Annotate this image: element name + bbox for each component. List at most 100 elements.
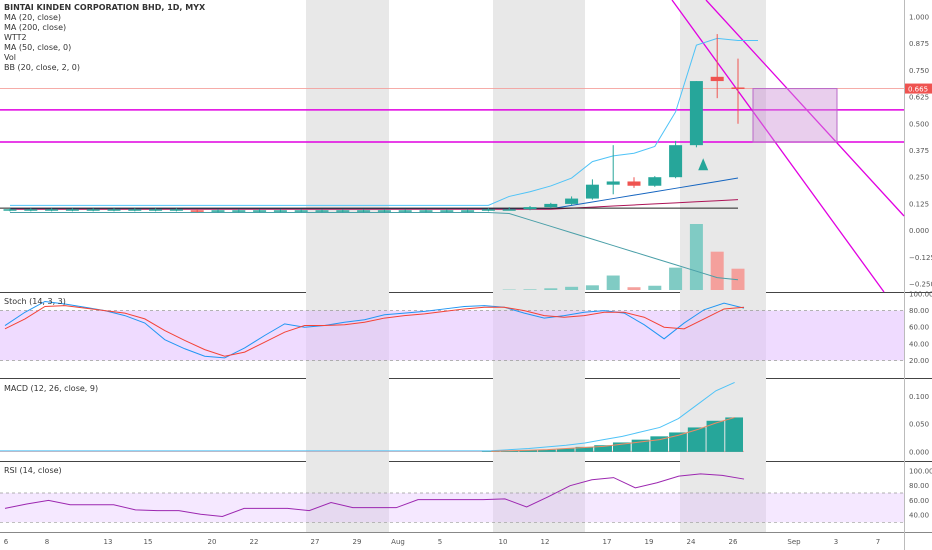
candle-body [544, 203, 558, 208]
macd-tick-label: 0.100 [909, 393, 929, 401]
macd-tick-label: 0.000 [909, 448, 929, 456]
macd-title[interactable]: MACD (12, 26, close, 9) [4, 384, 99, 393]
date-tick-label: Sep [787, 538, 801, 546]
date-tick-label: 29 [353, 538, 362, 546]
trend-line [671, 0, 885, 293]
macd-histogram-bar [575, 446, 594, 452]
macd-histogram-bar [706, 420, 725, 452]
date-tick-label: 19 [645, 538, 654, 546]
stoch-series [0, 300, 904, 361]
candle-body [315, 210, 329, 212]
date-tick-label: 24 [687, 538, 696, 546]
candle-body [481, 209, 495, 211]
date-tick-label: 10 [499, 538, 508, 546]
last-price-badge [905, 83, 932, 94]
volume-bar [648, 285, 662, 290]
stoch-tick-label: 100.00 [909, 291, 932, 299]
stoch-tick-label: 60.00 [909, 324, 929, 332]
candle-body [669, 145, 683, 178]
indicator-bb[interactable]: BB (20, close, 2, 0) [4, 63, 80, 72]
chart-legend: BINTAI KINDEN CORPORATION BHD, 1D, MYX M… [4, 3, 205, 73]
macd-series [0, 381, 744, 452]
stoch-d-line [4, 305, 745, 357]
date-tick-label: 17 [603, 538, 612, 546]
stoch-band [0, 310, 904, 361]
chart-title[interactable]: BINTAI KINDEN CORPORATION BHD, 1D, MYX [4, 3, 206, 12]
candle-body [627, 181, 641, 186]
price-tick-label: 0.000 [909, 227, 929, 235]
candle-body [169, 209, 183, 211]
buy-signal-icon [698, 158, 709, 171]
volume-bar [606, 275, 620, 290]
indicator-ma50[interactable]: MA (50, close, 0) [4, 43, 72, 52]
volume-bar [544, 288, 558, 290]
rsi-title[interactable]: RSI (14, close) [4, 466, 62, 475]
price-tick-label: 0.500 [909, 120, 929, 128]
indicator-ma200[interactable]: MA (200, close) [4, 23, 67, 32]
macd-histogram-bar [687, 427, 706, 452]
candle-body [606, 181, 620, 185]
date-tick-label: 6 [4, 538, 9, 546]
candle-body [294, 210, 308, 212]
bb-upper [10, 37, 758, 206]
candle-body [3, 209, 17, 211]
rsi-line [4, 473, 745, 517]
macd-histogram-bar [481, 451, 500, 452]
candle-body [440, 210, 454, 212]
price-tick-label: 1.000 [909, 14, 929, 22]
rsi-tick-label: 80.00 [909, 482, 929, 490]
date-tick-label: 13 [104, 538, 113, 546]
candle-body [357, 210, 371, 212]
volume-bar [627, 287, 641, 290]
indicator-ma20[interactable]: MA (20, close) [4, 13, 62, 22]
volume-bar [523, 289, 537, 290]
candle-body [107, 209, 121, 211]
rsi-tick-label: 100.00 [909, 468, 932, 476]
candle-body [128, 209, 142, 211]
date-tick-label: 5 [438, 538, 442, 546]
target-box [752, 88, 838, 143]
candle-body [211, 210, 225, 212]
price-tick-label: 0.375 [909, 147, 929, 155]
weekend-band [306, 0, 389, 532]
macd-line [0, 381, 735, 452]
price-tick-label: 0.125 [909, 200, 929, 208]
candle-body [149, 209, 163, 211]
date-tick-label: Aug [391, 538, 405, 546]
date-tick-label: 12 [541, 538, 550, 546]
candle-body [273, 210, 287, 212]
volume-bar [710, 251, 724, 290]
macd-histogram-bar [594, 445, 612, 452]
macd-tick-label: 0.050 [909, 421, 929, 429]
date-tick-label: 27 [311, 538, 320, 546]
candle-body [24, 209, 38, 211]
candle-body [336, 210, 350, 212]
signal-line [491, 416, 735, 452]
weekend-band [493, 0, 585, 532]
stoch-title[interactable]: Stoch (14, 3, 3) [4, 297, 66, 306]
candle-body [377, 210, 391, 212]
macd-pane[interactable] [0, 379, 904, 461]
macd-histogram-bar [556, 448, 575, 452]
date-tick-label: 8 [45, 538, 49, 546]
stoch-tick-label: 20.00 [909, 357, 929, 365]
macd-histogram-bar [500, 450, 519, 452]
candle-body [232, 210, 246, 212]
date-tick-label: 22 [250, 538, 259, 546]
candle-body [565, 198, 579, 204]
rsi-tick-label: 60.00 [909, 497, 929, 505]
macd-histogram-bar [519, 450, 538, 452]
candle-body [398, 210, 412, 212]
rsi-series [0, 473, 904, 523]
rsi-tick-label: 40.00 [909, 512, 929, 520]
date-tick-label: 15 [144, 538, 153, 546]
candle-body [710, 76, 724, 82]
indicator-vol[interactable]: Vol [4, 53, 16, 62]
stoch-tick-label: 40.00 [909, 340, 929, 348]
bb-lower [10, 211, 739, 281]
candle-body [502, 209, 516, 211]
price-series [0, 0, 905, 293]
indicator-wtt2[interactable]: WTT2 [4, 33, 27, 42]
